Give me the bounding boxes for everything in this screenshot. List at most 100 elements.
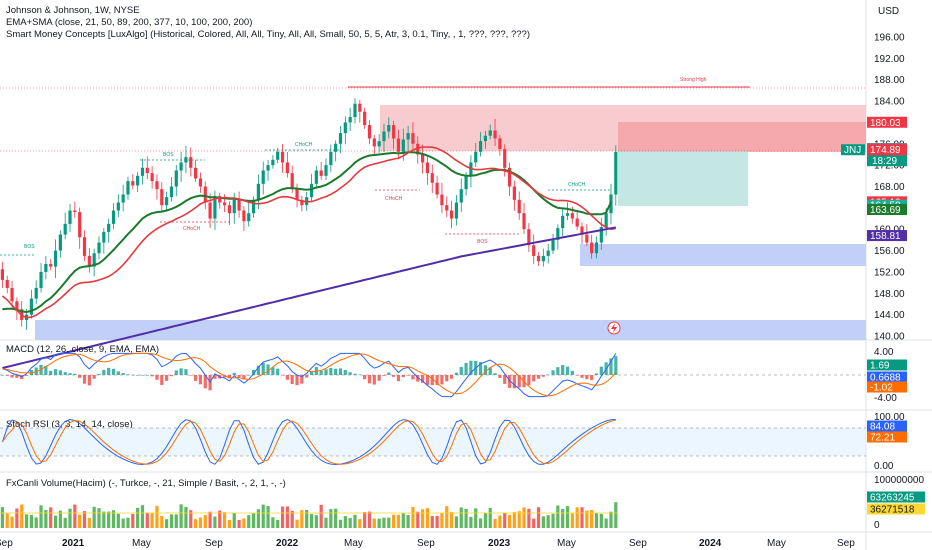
volume-bar (459, 507, 463, 528)
stoch-title[interactable]: Stoch RSI (3, 3, 14, 14, close) (6, 419, 133, 430)
candle-body (136, 175, 140, 186)
volume-bar (599, 513, 603, 528)
volume-bar (5, 513, 9, 528)
macd-tag-label: -1.02 (870, 383, 893, 394)
volume-bar (208, 511, 212, 528)
macd-histogram-bar (242, 375, 246, 380)
candle-body (5, 279, 9, 288)
volume-bar (440, 513, 444, 528)
price-tag-box (867, 116, 907, 128)
candle-body (421, 154, 425, 163)
price-tick-label: 196.00 (874, 33, 905, 44)
macd-tick-label: 4.00 (874, 347, 894, 358)
volume-bar (295, 519, 299, 528)
macd-histogram-bar (24, 375, 29, 376)
volume-tag-label: 36271518 (870, 505, 915, 516)
macd-histogram-bar (251, 369, 256, 375)
macd-histogram-bar (382, 375, 386, 376)
macd-histogram-bar (121, 373, 125, 375)
volume-bar (24, 514, 29, 528)
price-axis[interactable]: 196.00192.00188.00184.00180.00176.00172.… (874, 33, 905, 343)
macd-histogram-bar (445, 375, 449, 382)
macd-line (2, 352, 617, 398)
candle-body (247, 213, 251, 222)
candle-body (449, 210, 454, 219)
candle-body (10, 287, 14, 302)
macd-histogram-bar (372, 375, 376, 385)
volume-bar (174, 514, 178, 528)
currency-label[interactable]: USD (878, 6, 899, 17)
time-tick-label: May (767, 538, 786, 549)
volume-bar (20, 504, 24, 528)
candle-body (150, 173, 154, 182)
macd-title[interactable]: MACD (12, 26, close, 9, EMA, EMA) (6, 344, 159, 355)
volume-bar (430, 515, 434, 528)
macd-histogram-bar (68, 373, 72, 375)
time-tick-label: May (344, 538, 363, 549)
volume-bar (464, 508, 468, 528)
macd-histogram-bar (276, 368, 280, 375)
stoch-tick-label: 100.00 (874, 412, 905, 423)
macd-histogram-bar (594, 373, 599, 375)
candle-body (416, 143, 420, 155)
volume-bar (561, 508, 565, 528)
macd-histogram-bar (189, 375, 193, 376)
price-tag-label: 163.69 (870, 205, 901, 216)
volume-bar (551, 513, 555, 528)
volume-bar (527, 508, 531, 528)
candle-body (300, 199, 304, 206)
candle-body (53, 250, 58, 267)
macd-histogram-bar (541, 375, 545, 377)
macd-axis: 4.00 -4.00 1.690.6688-1.02 (867, 347, 907, 404)
candle-body (198, 178, 203, 187)
volume-bar (116, 513, 120, 528)
candle-body (58, 234, 62, 251)
macd-histogram-bar (363, 375, 367, 380)
candle-body (353, 103, 357, 118)
candle-body (29, 298, 33, 315)
time-axis[interactable]: Sep 2021 May Sep 2022 May Sep 2023 May Sep 2024 May… (0, 538, 855, 549)
volume-bar (488, 507, 492, 528)
candle-body (478, 141, 483, 152)
candle-body (570, 213, 574, 219)
macd-tag-box (867, 359, 907, 371)
macd-histogram-bar (570, 370, 574, 375)
volume-bar (34, 517, 38, 528)
volume-bar (49, 507, 53, 528)
volume-bar (594, 512, 599, 528)
price-tick-label: 144.00 (874, 310, 905, 321)
macd-histogram-bar (140, 375, 145, 376)
macd-histogram-bar (440, 375, 444, 385)
macd-histogram-bar (358, 374, 362, 376)
choch-label-3: CHoCH (385, 196, 403, 202)
candle-body (522, 213, 526, 230)
volume-bar (82, 511, 87, 528)
candle-body (237, 199, 241, 211)
macd-histogram-bar (421, 375, 425, 383)
macd-histogram-bar (387, 372, 391, 375)
smc-legend[interactable]: Smart Money Concepts [LuxAlgo] (Historic… (6, 29, 530, 40)
macd-signal-line (2, 352, 617, 397)
volume-title[interactable]: FxCanli Volume(Hacim) (-, Turkce, -, 21,… (6, 478, 286, 489)
ema-sma-legend[interactable]: EMA+SMA (close, 21, 50, 89, 200, 377, 10… (6, 17, 252, 28)
candle-body (459, 189, 463, 203)
macd-histogram-bar (5, 375, 9, 376)
volume-bar (227, 519, 232, 528)
lightning-icon[interactable] (607, 321, 621, 335)
chart-title[interactable]: Johnson & Johnson, 1W, NYSE (6, 5, 140, 16)
candle-body (63, 223, 67, 235)
volume-bar (58, 510, 62, 528)
volume-bar (536, 507, 541, 528)
macd-histogram-bar (527, 375, 531, 386)
macd-tag-box (867, 381, 907, 393)
volume-bar (609, 511, 613, 528)
macd-histogram-bar (232, 372, 236, 375)
price-tags: 180.03175.11174.89JNJ18:29174.89165.1316… (841, 116, 907, 242)
volume-bar (585, 510, 589, 528)
volume-bar (305, 509, 309, 528)
volume-bar (324, 517, 328, 528)
volume-bar (97, 508, 101, 528)
candle-body (536, 255, 541, 262)
volume-bar (111, 510, 116, 528)
